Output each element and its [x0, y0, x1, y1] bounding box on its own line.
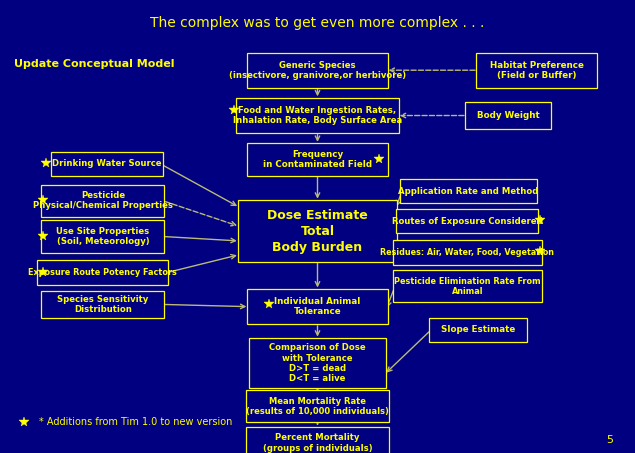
Text: Comparison of Dose
with Tolerance
D>T = dead
D<T = alive: Comparison of Dose with Tolerance D>T = … [269, 343, 366, 383]
Text: * Additions from Tim 1.0 to new version: * Additions from Tim 1.0 to new version [39, 417, 233, 427]
FancyBboxPatch shape [41, 220, 164, 252]
FancyBboxPatch shape [41, 291, 164, 318]
Text: Body Weight: Body Weight [477, 111, 539, 120]
FancyBboxPatch shape [237, 200, 398, 262]
Text: Percent Mortality
(groups of individuals): Percent Mortality (groups of individuals… [263, 434, 372, 453]
FancyBboxPatch shape [396, 209, 538, 233]
Text: Pesticide
Physical/Chemical Properties: Pesticide Physical/Chemical Properties [33, 191, 173, 210]
Text: Species Sensitivity
Distribution: Species Sensitivity Distribution [57, 295, 149, 314]
FancyBboxPatch shape [248, 53, 387, 88]
Text: Drinking Water Source: Drinking Water Source [52, 159, 161, 169]
FancyBboxPatch shape [236, 98, 399, 133]
FancyBboxPatch shape [246, 390, 389, 422]
FancyBboxPatch shape [51, 152, 163, 176]
Text: The complex was to get even more complex . . .: The complex was to get even more complex… [150, 16, 485, 30]
Text: Exposure Route Potency Factors: Exposure Route Potency Factors [29, 268, 177, 277]
FancyBboxPatch shape [37, 260, 168, 285]
Text: Generic Species
(insectivore, granivore,or herbivore): Generic Species (insectivore, granivore,… [229, 61, 406, 80]
FancyBboxPatch shape [465, 102, 551, 129]
FancyBboxPatch shape [429, 318, 527, 342]
Text: Routes of Exposure Considered: Routes of Exposure Considered [392, 217, 543, 226]
FancyBboxPatch shape [248, 143, 387, 175]
FancyBboxPatch shape [393, 240, 542, 265]
Text: Individual Animal
Tolerance: Individual Animal Tolerance [274, 297, 361, 316]
FancyBboxPatch shape [246, 427, 389, 453]
Text: Habitat Preference
(Field or Buffer): Habitat Preference (Field or Buffer) [490, 61, 584, 80]
FancyBboxPatch shape [400, 179, 537, 203]
Text: Slope Estimate: Slope Estimate [441, 325, 515, 334]
FancyBboxPatch shape [248, 289, 387, 324]
FancyBboxPatch shape [476, 53, 597, 88]
Text: Dose Estimate
Total
Body Burden: Dose Estimate Total Body Burden [267, 208, 368, 254]
Text: 5: 5 [606, 435, 613, 445]
FancyBboxPatch shape [249, 338, 386, 388]
Text: Update Conceptual Model: Update Conceptual Model [14, 59, 175, 69]
Text: Mean Mortality Rate
(results of 10,000 individuals): Mean Mortality Rate (results of 10,000 i… [246, 397, 389, 416]
Text: Use Site Properties
(Soil, Meteorology): Use Site Properties (Soil, Meteorology) [57, 227, 149, 246]
FancyBboxPatch shape [41, 185, 164, 217]
Text: Application Rate and Method: Application Rate and Method [398, 187, 539, 196]
Text: Pesticide Elimination Rate From
Animal: Pesticide Elimination Rate From Animal [394, 277, 540, 296]
Text: Residues: Air, Water, Food, Vegetation: Residues: Air, Water, Food, Vegetation [380, 248, 554, 257]
Text: Frequency
in Contaminated Field: Frequency in Contaminated Field [263, 150, 372, 169]
FancyBboxPatch shape [393, 270, 542, 303]
Text: Food and Water Ingestion Rates,
Inhalation Rate, Body Surface Area: Food and Water Ingestion Rates, Inhalati… [233, 106, 402, 125]
